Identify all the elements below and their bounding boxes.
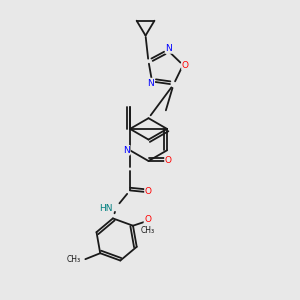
Text: HN: HN xyxy=(99,204,112,213)
Text: N: N xyxy=(147,79,154,88)
Text: O: O xyxy=(165,157,172,166)
Text: N: N xyxy=(166,44,172,53)
Text: CH₃: CH₃ xyxy=(67,255,81,264)
Text: O: O xyxy=(182,61,189,70)
Text: N: N xyxy=(123,146,130,155)
Text: O: O xyxy=(145,188,152,196)
Text: O: O xyxy=(144,215,152,224)
Text: CH₃: CH₃ xyxy=(141,226,155,235)
